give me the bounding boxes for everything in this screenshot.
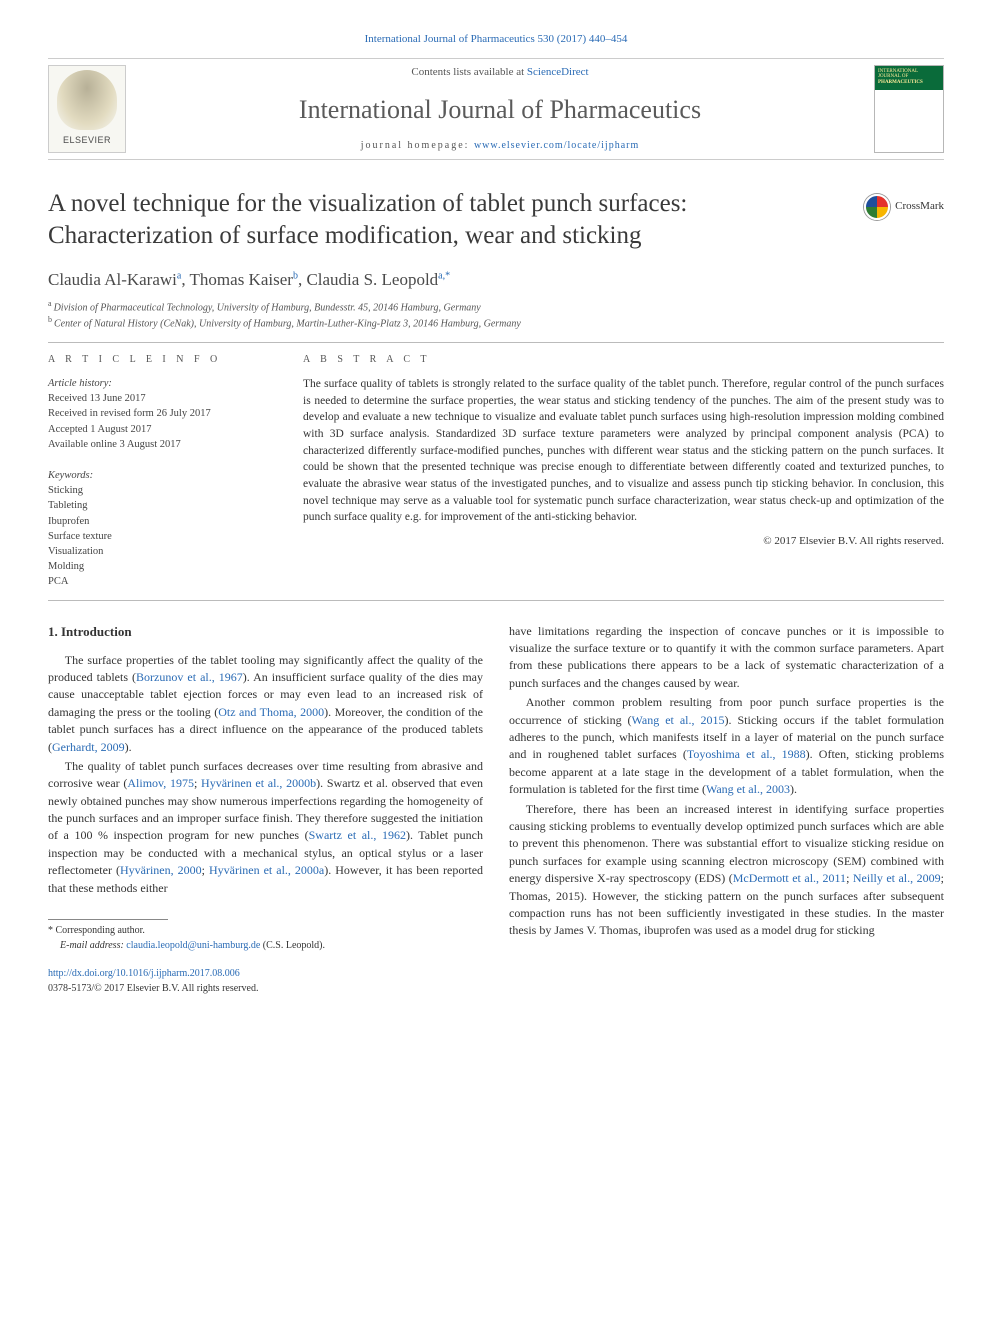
history-label: Article history: — [48, 376, 273, 391]
journal-name: International Journal of Pharmaceutics — [299, 91, 701, 129]
title-block: A novel technique for the visualization … — [48, 188, 944, 252]
body-two-column: 1. Introduction The surface properties o… — [48, 623, 944, 996]
history-3: Available online 3 August 2017 — [48, 437, 273, 452]
elsevier-tree-icon — [57, 70, 117, 130]
contents-prefix: Contents lists available at — [411, 66, 526, 78]
running-head: International Journal of Pharmaceutics 5… — [48, 32, 944, 48]
email-label: E-mail address: — [60, 940, 126, 951]
footnote-separator — [48, 919, 168, 920]
crossmark-label: CrossMark — [895, 199, 944, 215]
corresponding-author-label: * Corresponding author. — [48, 924, 483, 939]
journal-cover-thumb: INTERNATIONAL JOURNAL OF PHARMACEUTICS — [874, 65, 944, 153]
body-p-r1: Another common problem resulting from po… — [509, 694, 944, 798]
article-info-col: A R T I C L E I N F O Article history: R… — [48, 353, 273, 589]
kw-5: Molding — [48, 559, 273, 574]
issn-copyright-line: 0378-5173/© 2017 Elsevier B.V. All right… — [48, 982, 483, 997]
footnotes: * Corresponding author. E-mail address: … — [48, 924, 483, 953]
email-line: E-mail address: claudia.leopold@uni-hamb… — [48, 939, 483, 954]
corresponding-email-link[interactable]: claudia.leopold@uni-hamburg.de — [126, 940, 260, 951]
divider-bottom — [48, 600, 944, 601]
kw-1: Tableting — [48, 498, 273, 513]
journal-homepage-link[interactable]: www.elsevier.com/locate/ijpharm — [474, 140, 639, 151]
abstract-copyright: © 2017 Elsevier B.V. All rights reserved… — [303, 534, 944, 550]
aff-sup-a: a — [48, 299, 52, 308]
sciencedirect-link[interactable]: ScienceDirect — [527, 66, 589, 78]
article-info-heading: A R T I C L E I N F O — [48, 353, 273, 368]
body-p-l0: The surface properties of the tablet too… — [48, 652, 483, 756]
kw-2: Ibuprofen — [48, 514, 273, 529]
kw-0: Sticking — [48, 483, 273, 498]
body-p-l1: The quality of tablet punch surfaces dec… — [48, 758, 483, 897]
section-heading-1: 1. Introduction — [48, 623, 483, 642]
affiliations: aDivision of Pharmaceutical Technology, … — [48, 299, 944, 331]
authors-line: Claudia Al-Karawia, Thomas Kaiserb, Clau… — [48, 268, 944, 293]
contents-line: Contents lists available at ScienceDirec… — [411, 65, 588, 81]
aff-text-a: Division of Pharmaceutical Technology, U… — [54, 302, 481, 313]
doi-link[interactable]: http://dx.doi.org/10.1016/j.ijpharm.2017… — [48, 968, 240, 979]
aff-sup-b: b — [48, 315, 52, 324]
article-title: A novel technique for the visualization … — [48, 188, 832, 252]
homepage-prefix: journal homepage: — [361, 140, 474, 151]
kw-3: Surface texture — [48, 529, 273, 544]
cover-line1: INTERNATIONAL JOURNAL OF — [878, 69, 940, 80]
abstract-text: The surface quality of tablets is strong… — [303, 376, 944, 526]
journal-homepage-line: journal homepage: www.elsevier.com/locat… — [361, 139, 640, 154]
masthead-center: Contents lists available at ScienceDirec… — [138, 65, 862, 153]
doi-block: http://dx.doi.org/10.1016/j.ijpharm.2017… — [48, 967, 483, 996]
history-1: Received in revised form 26 July 2017 — [48, 406, 273, 421]
elsevier-logo: ELSEVIER — [48, 65, 126, 153]
email-suffix: (C.S. Leopold). — [260, 940, 325, 951]
aff-text-b: Center of Natural History (CeNak), Unive… — [54, 318, 521, 329]
history-2: Accepted 1 August 2017 — [48, 422, 273, 437]
history-0: Received 13 June 2017 — [48, 391, 273, 406]
crossmark-widget[interactable]: CrossMark — [844, 194, 944, 220]
article-page: International Journal of Pharmaceutics 5… — [0, 0, 992, 1036]
kw-4: Visualization — [48, 544, 273, 559]
abstract-col: A B S T R A C T The surface quality of t… — [303, 353, 944, 589]
body-p-r0: have limitations regarding the inspectio… — [509, 623, 944, 693]
masthead: ELSEVIER Contents lists available at Sci… — [48, 58, 944, 160]
affiliation-b: bCenter of Natural History (CeNak), Univ… — [48, 315, 944, 331]
abstract-heading: A B S T R A C T — [303, 353, 944, 368]
cover-line2: PHARMACEUTICS — [878, 80, 940, 86]
body-p-r2: Therefore, there has been an increased i… — [509, 801, 944, 940]
keywords-label: Keywords: — [48, 468, 273, 483]
affiliation-a: aDivision of Pharmaceutical Technology, … — [48, 299, 944, 315]
info-abstract-row: A R T I C L E I N F O Article history: R… — [48, 353, 944, 589]
crossmark-icon — [864, 194, 890, 220]
running-head-link[interactable]: International Journal of Pharmaceutics 5… — [365, 33, 628, 45]
elsevier-word: ELSEVIER — [63, 134, 111, 147]
divider-top — [48, 342, 944, 343]
kw-6: PCA — [48, 574, 273, 589]
